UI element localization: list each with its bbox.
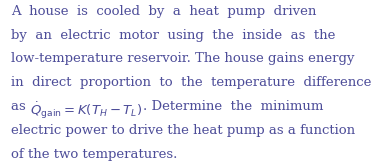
- Text: A  house  is  cooled  by  a  heat  pump  driven: A house is cooled by a heat pump driven: [11, 5, 317, 18]
- Text: $\dot{Q}_{\mathrm{gain}} = K(T_H - T_L)$: $\dot{Q}_{\mathrm{gain}} = K(T_H - T_L)$: [30, 100, 143, 121]
- Text: electric power to drive the heat pump as a function: electric power to drive the heat pump as…: [11, 124, 356, 137]
- Text: of the two temperatures.: of the two temperatures.: [11, 148, 178, 161]
- Text: in  direct  proportion  to  the  temperature  difference: in direct proportion to the temperature …: [11, 76, 372, 89]
- Text: by  an  electric  motor  using  the  inside  as  the: by an electric motor using the inside as…: [11, 29, 336, 42]
- Text: as: as: [11, 100, 30, 113]
- Text: low-temperature reservoir. The house gains energy: low-temperature reservoir. The house gai…: [11, 52, 355, 66]
- Text: . Determine  the  minimum: . Determine the minimum: [143, 100, 323, 113]
